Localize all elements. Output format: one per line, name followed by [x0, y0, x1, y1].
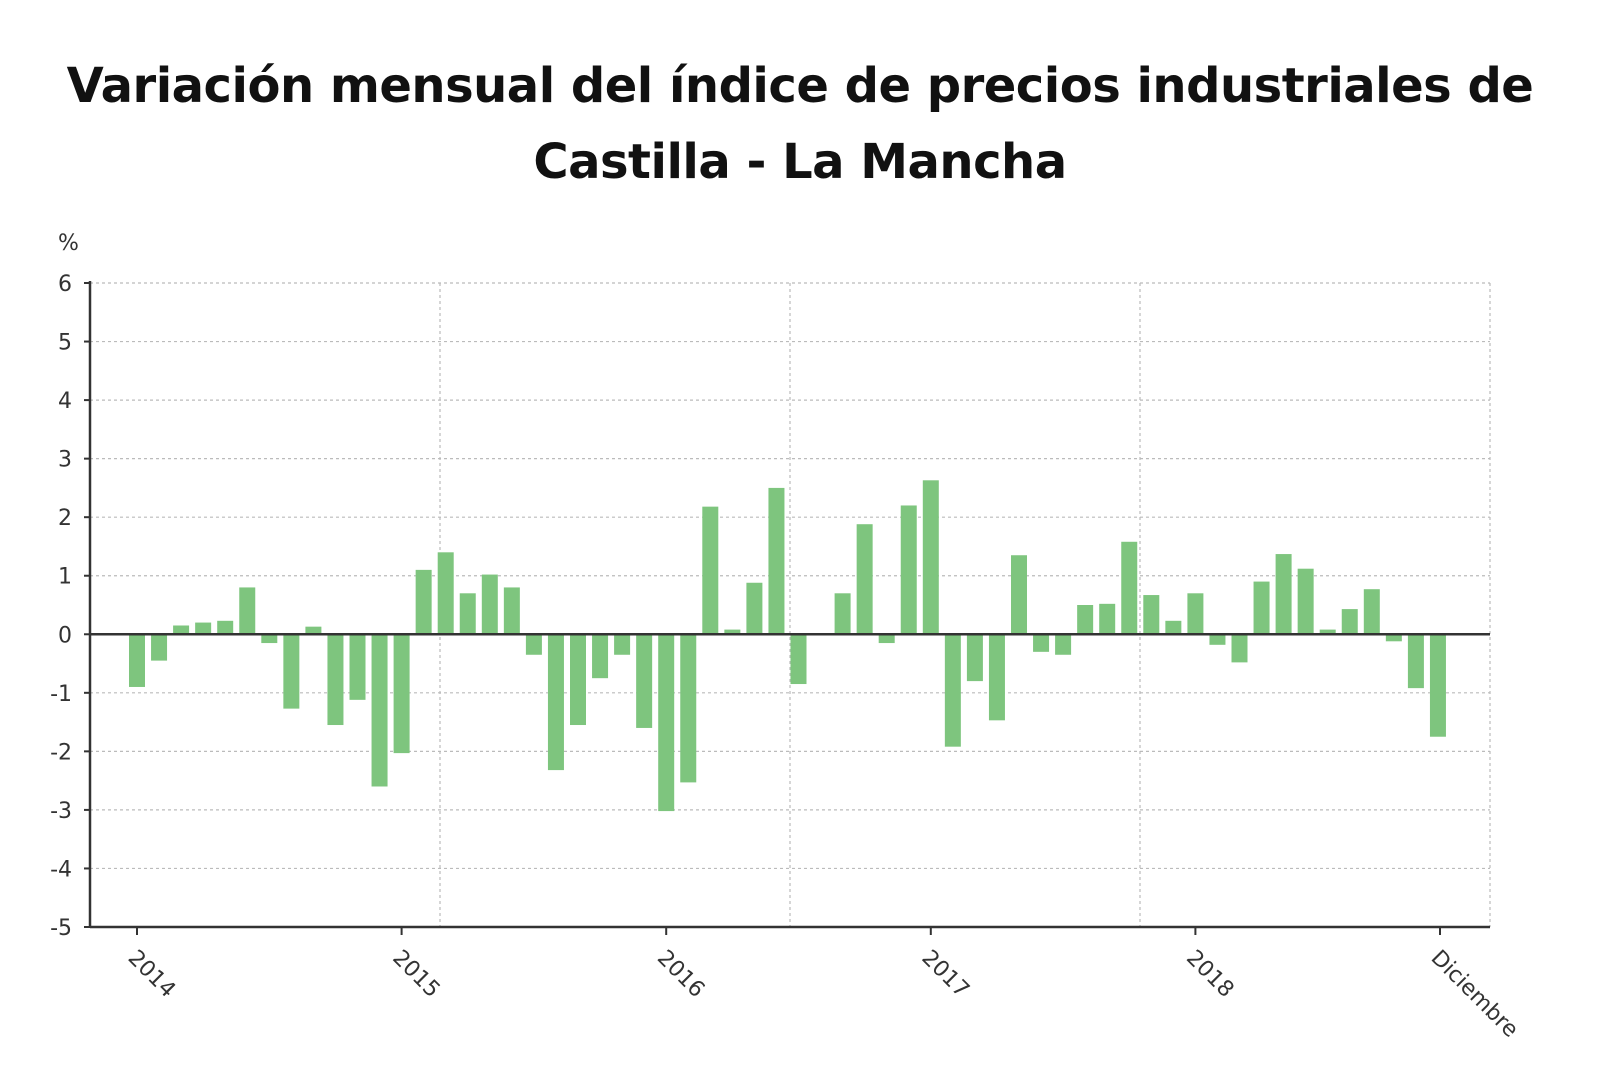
bar	[547, 634, 564, 771]
bar	[636, 634, 653, 728]
bar	[1429, 634, 1446, 737]
bar	[680, 634, 697, 783]
y-tick-label: -2	[50, 740, 72, 765]
bar	[1011, 555, 1027, 635]
bar	[922, 480, 939, 635]
bar	[1253, 581, 1270, 635]
y-axis-unit-label: %	[58, 231, 79, 256]
bar	[592, 634, 609, 679]
y-tick-label: 6	[58, 272, 72, 297]
bar	[1143, 595, 1160, 635]
y-tick-label: 4	[58, 389, 72, 414]
bar	[988, 634, 1005, 721]
bar	[1099, 603, 1116, 635]
bar	[900, 505, 917, 635]
bar	[834, 593, 851, 635]
bar	[1319, 629, 1336, 635]
x-tick-label: Diciembre	[1426, 946, 1523, 1043]
x-tick-label: 2018	[1181, 946, 1238, 1003]
x-tick-label: 2017	[917, 946, 974, 1003]
bar	[702, 506, 719, 635]
bar	[371, 634, 388, 787]
axes-layer: 6 5 4 3 2 1 0 -1 -2 -3 -4 -5 2014 2015 2016 2017 2018 Dic…	[50, 272, 1523, 1043]
y-tick-label: 1	[58, 565, 72, 590]
bar	[1385, 634, 1402, 642]
bar	[1077, 605, 1094, 635]
bar	[724, 629, 741, 635]
bar	[614, 634, 631, 655]
y-tick-label: 5	[58, 331, 72, 356]
chart-title-line-2: Castilla - La Mancha	[533, 134, 1067, 190]
bar	[1275, 554, 1292, 635]
x-tick-label: 2015	[387, 946, 444, 1003]
bar	[129, 634, 145, 687]
chart-title-line-1: Variación mensual del índice de precios …	[66, 58, 1534, 114]
bar	[1165, 620, 1182, 635]
bar	[349, 634, 366, 700]
bar	[790, 634, 807, 685]
chart-title: Variación mensual del índice de precios …	[0, 48, 1600, 200]
bar	[1033, 634, 1050, 652]
bar	[658, 634, 675, 812]
bar	[173, 625, 190, 635]
bar	[1209, 634, 1226, 645]
bar	[1231, 634, 1248, 663]
bar	[305, 626, 322, 635]
bar	[944, 634, 961, 747]
grid-layer	[90, 282, 1491, 927]
bar	[856, 524, 873, 635]
bar	[195, 622, 212, 635]
bar	[1407, 634, 1424, 689]
bar	[570, 634, 586, 726]
x-tick-label: 2016	[652, 946, 709, 1003]
bar	[503, 587, 520, 635]
bar	[217, 620, 234, 635]
bar	[1055, 634, 1072, 655]
bar	[768, 487, 785, 635]
bar	[327, 634, 344, 726]
bar	[966, 634, 983, 682]
y-tick-label: -3	[50, 799, 72, 824]
bar	[415, 569, 432, 635]
y-tick-label: -1	[50, 682, 72, 707]
bar	[437, 552, 454, 635]
bar	[1297, 568, 1314, 635]
x-tick-label: 2014	[123, 946, 180, 1003]
bars-layer	[129, 480, 1446, 812]
bar	[459, 593, 476, 635]
y-tick-label: 2	[58, 506, 72, 531]
bar	[239, 587, 256, 635]
y-tick-label: -4	[50, 857, 72, 882]
y-tick-label: 3	[58, 448, 72, 473]
bar	[1341, 609, 1358, 635]
bar	[151, 634, 168, 661]
bar	[481, 574, 498, 635]
bar	[1121, 541, 1138, 635]
y-tick-label: -5	[50, 916, 72, 941]
bar	[878, 634, 895, 644]
bar	[393, 634, 410, 754]
bar	[261, 634, 278, 644]
bar	[1363, 589, 1380, 635]
bar	[283, 634, 300, 709]
bar	[1187, 593, 1204, 635]
bar	[746, 582, 763, 635]
bar	[525, 634, 542, 655]
y-tick-label: 0	[58, 623, 72, 648]
